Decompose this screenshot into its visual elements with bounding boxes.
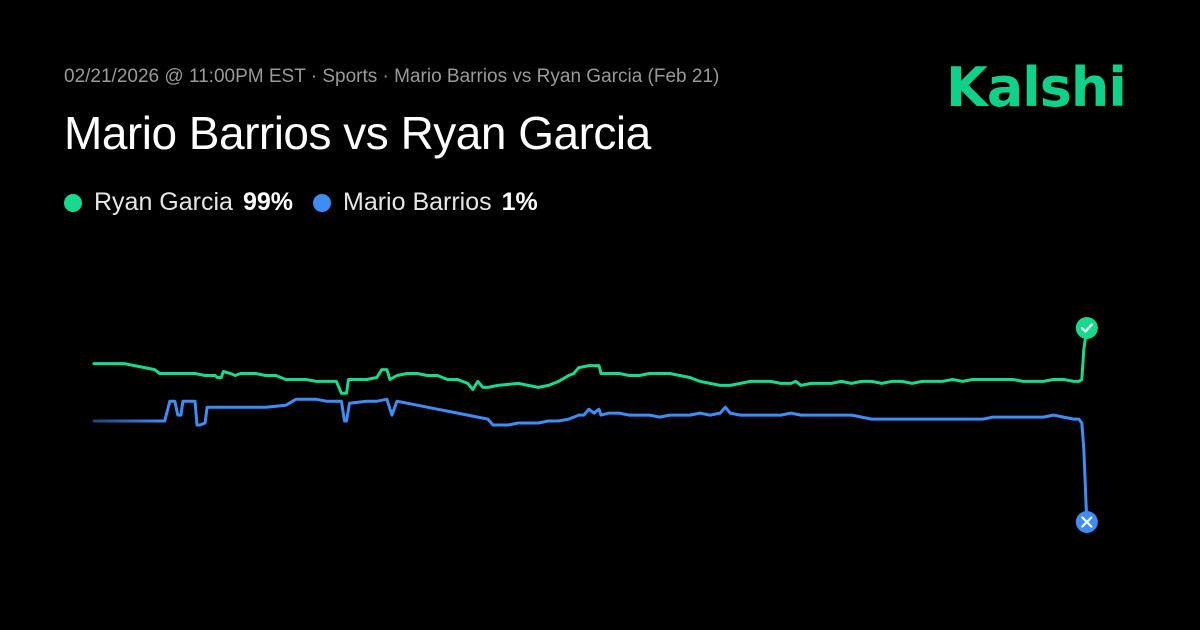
close-icon (1075, 511, 1098, 534)
legend-name: Mario Barrios (343, 188, 492, 216)
legend-value: 1% (501, 188, 538, 216)
check-icon (1075, 316, 1098, 339)
kalshi-logo[interactable]: Kalshi (946, 56, 1127, 119)
legend-value: 99% (242, 188, 293, 216)
series-line-mario-barrios (92, 397, 1089, 524)
blue-dot-icon (313, 193, 331, 212)
market-meta: 02/21/2026 @ 11:00PM EST · Sports · Mari… (64, 66, 720, 87)
green-dot-icon (64, 193, 82, 212)
legend-item-ryan-garcia: Ryan Garcia 99% (64, 188, 293, 217)
page-title: Mario Barrios vs Ryan Garcia (64, 107, 651, 159)
series-line-ryan-garcia (92, 326, 1089, 395)
legend-item-mario-barrios: Mario Barrios 1% (313, 188, 538, 217)
legend-name: Ryan Garcia (94, 188, 233, 216)
chart-legend: Ryan Garcia 99% Mario Barrios 1% (64, 188, 558, 217)
